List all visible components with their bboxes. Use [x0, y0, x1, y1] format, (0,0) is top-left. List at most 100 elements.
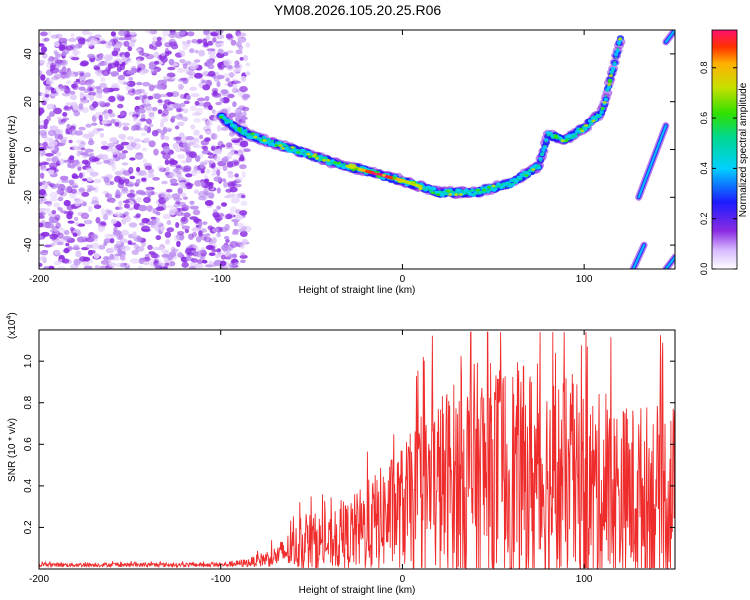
noise-point	[150, 216, 157, 220]
noise-point	[211, 87, 219, 93]
noise-point	[155, 210, 160, 215]
ridge-speckle	[436, 193, 441, 197]
ridge-point	[443, 193, 446, 196]
noise-point	[173, 103, 182, 109]
noise-point	[133, 123, 142, 129]
noise-point	[54, 250, 61, 255]
ridge-point	[541, 148, 546, 152]
noise-point	[65, 80, 72, 85]
noise-point	[98, 114, 103, 122]
noise-point	[78, 126, 86, 131]
ridge-point	[244, 130, 247, 133]
ridge-point	[615, 49, 620, 53]
ridge-point	[613, 52, 619, 56]
ridge-point	[441, 191, 445, 194]
noise-point	[215, 226, 223, 233]
noise-point	[75, 159, 80, 163]
ridge-point	[274, 141, 278, 144]
noise-point	[78, 187, 86, 193]
ridge-point	[234, 126, 237, 129]
noise-point	[162, 79, 167, 85]
noise-point	[151, 217, 160, 223]
noise-point	[238, 118, 246, 125]
noise-point	[169, 158, 175, 164]
noise-point	[160, 191, 170, 198]
ridge-speckle	[401, 179, 406, 183]
colorbar: 0.0 0.2 0.4 0.6 0.8 Normalized spectral ampl…	[699, 29, 749, 275]
noise-point	[186, 182, 191, 186]
noise-point	[99, 133, 104, 138]
noise-point	[104, 102, 111, 107]
y-tick-label: 0.6	[23, 437, 34, 451]
noise-point	[160, 118, 169, 123]
noise-point	[188, 233, 194, 240]
ridge-speckle	[315, 157, 320, 160]
noise-point	[99, 221, 106, 225]
noise-point	[193, 138, 199, 143]
noise-point	[50, 34, 59, 39]
ridge-point	[475, 192, 478, 195]
noise-point	[114, 170, 124, 176]
ridge-point	[239, 131, 243, 134]
noise-point	[206, 48, 216, 52]
ridge-speckle	[607, 78, 612, 82]
noise-point	[146, 118, 152, 125]
noise-point	[142, 261, 150, 266]
noise-point	[203, 236, 212, 243]
noise-point	[185, 156, 192, 163]
noise-point	[90, 233, 99, 240]
noise-point	[241, 171, 246, 178]
noise-point	[152, 93, 160, 99]
noise-point	[162, 76, 170, 80]
ridge-point	[572, 135, 576, 138]
noise-point	[42, 141, 48, 148]
noise-point	[103, 109, 109, 113]
ridge-point	[612, 62, 617, 66]
ridge-point	[598, 113, 602, 116]
noise-point	[170, 246, 176, 253]
colorbar-tick-label: 0.8	[699, 61, 709, 74]
noise-point	[153, 148, 159, 156]
noise-point	[208, 192, 215, 199]
noise-point	[208, 183, 214, 189]
ridge-point	[343, 162, 346, 165]
noise-point	[225, 252, 232, 259]
noise-point	[95, 86, 102, 90]
noise-point	[100, 208, 105, 216]
noise-point	[49, 243, 55, 247]
ridge-point	[302, 152, 305, 155]
ridge-speckle	[580, 129, 585, 133]
noise-point	[51, 210, 57, 215]
noise-point	[156, 211, 161, 216]
noise-point	[225, 188, 232, 193]
noise-point	[110, 219, 117, 224]
ridge-point	[462, 190, 465, 193]
noise-point	[191, 169, 198, 177]
noise-point	[57, 241, 64, 246]
noise-point	[122, 81, 131, 85]
noise-point	[222, 51, 229, 57]
noise-point	[77, 223, 86, 227]
noise-point	[160, 52, 166, 57]
noise-point	[241, 194, 246, 199]
noise-point	[121, 218, 127, 225]
ridge-speckle	[600, 107, 605, 110]
noise-point	[78, 103, 84, 110]
noise-point	[126, 192, 136, 198]
ridge-speckle	[531, 168, 536, 171]
noise-point	[199, 164, 205, 169]
snr-panel: -200 -100 0 100 0.2 0.4 0.6 0.8 1.0 Height of s…	[6, 312, 676, 596]
noise-point	[188, 151, 197, 159]
noise-point	[152, 176, 161, 181]
ridge-speckle	[354, 167, 359, 171]
noise-point	[62, 112, 68, 117]
noise-point	[53, 202, 61, 208]
ridge-speckle	[591, 119, 596, 123]
noise-point	[85, 219, 90, 225]
ridge-point	[360, 171, 363, 174]
noise-point	[189, 48, 195, 54]
top-x-axis-label: Height of straight line (km)	[299, 285, 416, 296]
noise-point	[95, 217, 101, 224]
noise-point	[79, 256, 87, 262]
noise-point	[191, 231, 198, 238]
